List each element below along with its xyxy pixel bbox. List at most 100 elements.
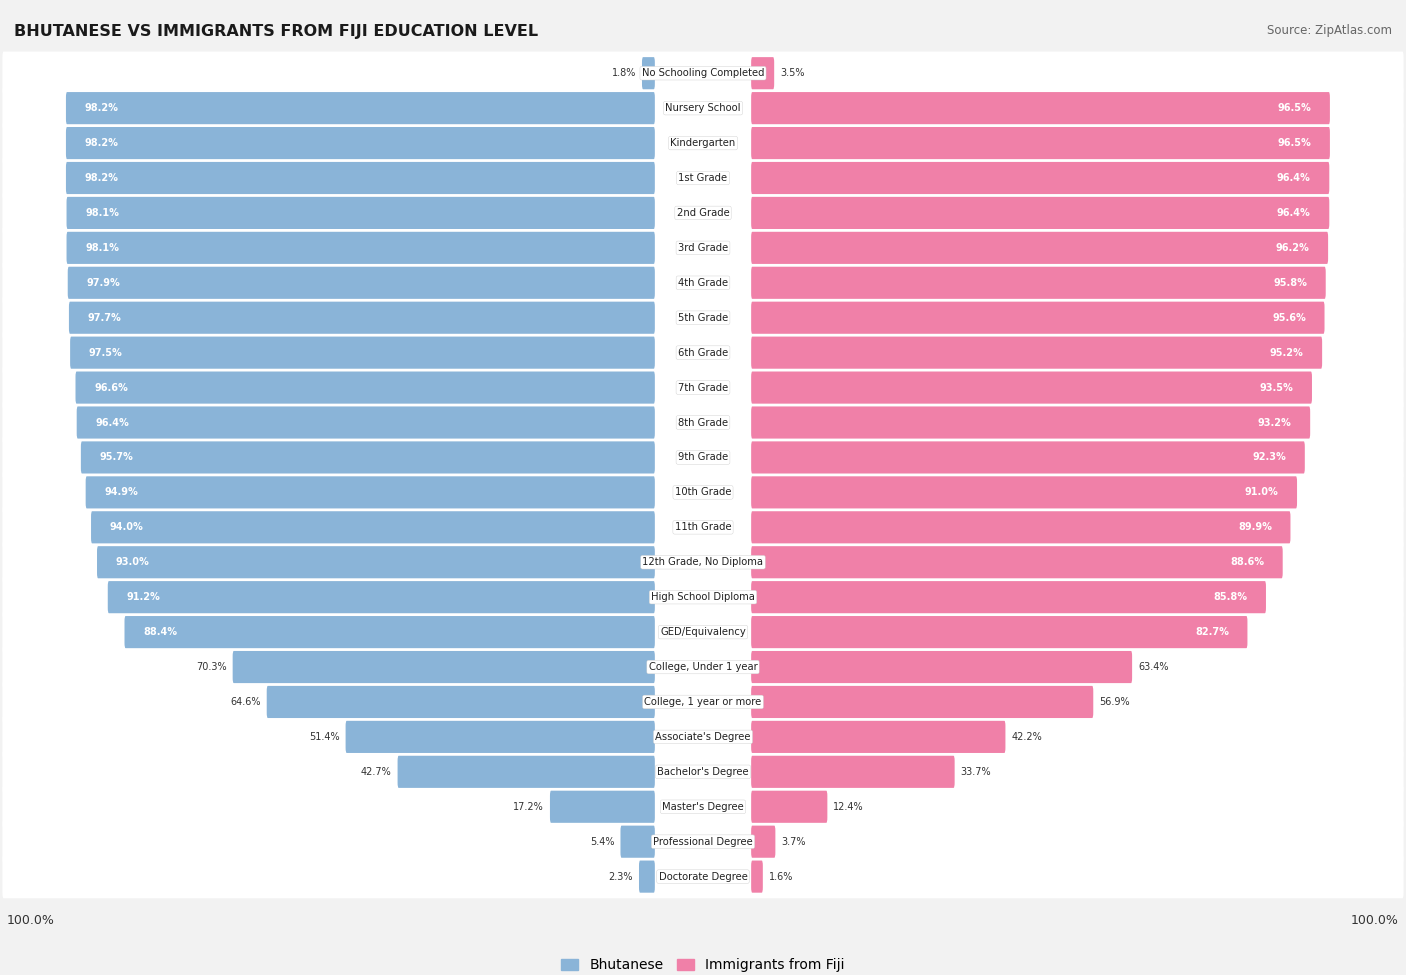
FancyBboxPatch shape — [66, 162, 655, 194]
Text: 1st Grade: 1st Grade — [679, 173, 727, 183]
FancyBboxPatch shape — [3, 191, 1403, 235]
Text: Master's Degree: Master's Degree — [662, 801, 744, 812]
FancyBboxPatch shape — [751, 791, 827, 823]
FancyBboxPatch shape — [3, 331, 1403, 374]
Text: 100.0%: 100.0% — [7, 914, 55, 927]
Text: 94.9%: 94.9% — [104, 488, 138, 497]
FancyBboxPatch shape — [620, 826, 655, 858]
Text: 5th Grade: 5th Grade — [678, 313, 728, 323]
FancyBboxPatch shape — [751, 756, 955, 788]
FancyBboxPatch shape — [66, 197, 655, 229]
FancyBboxPatch shape — [3, 610, 1403, 654]
Text: 98.2%: 98.2% — [84, 103, 118, 113]
Text: Doctorate Degree: Doctorate Degree — [658, 872, 748, 881]
Text: 96.4%: 96.4% — [1277, 173, 1310, 183]
FancyBboxPatch shape — [66, 232, 655, 264]
FancyBboxPatch shape — [97, 546, 655, 578]
Text: 100.0%: 100.0% — [1351, 914, 1399, 927]
Text: Nursery School: Nursery School — [665, 103, 741, 113]
Text: 1.8%: 1.8% — [612, 68, 636, 78]
FancyBboxPatch shape — [3, 575, 1403, 619]
FancyBboxPatch shape — [751, 301, 1324, 333]
FancyBboxPatch shape — [3, 401, 1403, 445]
FancyBboxPatch shape — [751, 232, 1329, 264]
FancyBboxPatch shape — [751, 407, 1310, 439]
FancyBboxPatch shape — [751, 442, 1305, 474]
FancyBboxPatch shape — [232, 651, 655, 683]
FancyBboxPatch shape — [550, 791, 655, 823]
Text: 8th Grade: 8th Grade — [678, 417, 728, 427]
Text: 93.2%: 93.2% — [1258, 417, 1292, 427]
FancyBboxPatch shape — [69, 301, 655, 333]
Text: High School Diploma: High School Diploma — [651, 592, 755, 603]
FancyBboxPatch shape — [3, 436, 1403, 479]
Text: College, 1 year or more: College, 1 year or more — [644, 697, 762, 707]
Text: 4th Grade: 4th Grade — [678, 278, 728, 288]
FancyBboxPatch shape — [3, 261, 1403, 304]
Text: 42.7%: 42.7% — [361, 766, 392, 777]
FancyBboxPatch shape — [3, 855, 1403, 898]
Text: 70.3%: 70.3% — [195, 662, 226, 672]
FancyBboxPatch shape — [3, 471, 1403, 514]
Text: 3rd Grade: 3rd Grade — [678, 243, 728, 253]
Text: 7th Grade: 7th Grade — [678, 382, 728, 393]
Text: 17.2%: 17.2% — [513, 801, 544, 812]
Text: 88.6%: 88.6% — [1230, 558, 1264, 567]
Text: 85.8%: 85.8% — [1213, 592, 1247, 603]
Text: 96.2%: 96.2% — [1275, 243, 1309, 253]
Text: 89.9%: 89.9% — [1237, 523, 1272, 532]
Text: Kindergarten: Kindergarten — [671, 138, 735, 148]
Text: 95.8%: 95.8% — [1274, 278, 1308, 288]
FancyBboxPatch shape — [638, 861, 655, 893]
FancyBboxPatch shape — [3, 296, 1403, 339]
Text: No Schooling Completed: No Schooling Completed — [641, 68, 765, 78]
Text: 98.2%: 98.2% — [84, 173, 118, 183]
FancyBboxPatch shape — [751, 477, 1296, 508]
FancyBboxPatch shape — [66, 92, 655, 124]
Text: College, Under 1 year: College, Under 1 year — [648, 662, 758, 672]
FancyBboxPatch shape — [751, 861, 763, 893]
Text: 42.2%: 42.2% — [1011, 732, 1042, 742]
FancyBboxPatch shape — [751, 581, 1265, 613]
Text: Associate's Degree: Associate's Degree — [655, 732, 751, 742]
Text: Bachelor's Degree: Bachelor's Degree — [657, 766, 749, 777]
FancyBboxPatch shape — [108, 581, 655, 613]
Text: 56.9%: 56.9% — [1099, 697, 1130, 707]
Text: 12.4%: 12.4% — [834, 801, 863, 812]
Text: 64.6%: 64.6% — [231, 697, 260, 707]
Text: 97.9%: 97.9% — [86, 278, 120, 288]
Text: 1.6%: 1.6% — [769, 872, 793, 881]
Text: 95.2%: 95.2% — [1270, 348, 1303, 358]
Text: 98.1%: 98.1% — [86, 243, 120, 253]
FancyBboxPatch shape — [346, 721, 655, 753]
Text: 3.5%: 3.5% — [780, 68, 804, 78]
Text: Source: ZipAtlas.com: Source: ZipAtlas.com — [1267, 24, 1392, 37]
FancyBboxPatch shape — [751, 685, 1094, 718]
Text: GED/Equivalency: GED/Equivalency — [661, 627, 745, 637]
Text: 5.4%: 5.4% — [591, 837, 614, 846]
FancyBboxPatch shape — [751, 546, 1282, 578]
FancyBboxPatch shape — [3, 506, 1403, 549]
FancyBboxPatch shape — [398, 756, 655, 788]
Text: BHUTANESE VS IMMIGRANTS FROM FIJI EDUCATION LEVEL: BHUTANESE VS IMMIGRANTS FROM FIJI EDUCAT… — [14, 24, 538, 39]
FancyBboxPatch shape — [70, 336, 655, 369]
Text: 82.7%: 82.7% — [1195, 627, 1229, 637]
Text: 95.6%: 95.6% — [1272, 313, 1306, 323]
Text: 98.2%: 98.2% — [84, 138, 118, 148]
Text: 88.4%: 88.4% — [143, 627, 177, 637]
FancyBboxPatch shape — [751, 616, 1247, 648]
FancyBboxPatch shape — [3, 645, 1403, 688]
Text: 95.7%: 95.7% — [100, 452, 134, 462]
Text: 9th Grade: 9th Grade — [678, 452, 728, 462]
Text: 96.4%: 96.4% — [1277, 208, 1310, 218]
Text: 93.5%: 93.5% — [1260, 382, 1294, 393]
FancyBboxPatch shape — [67, 267, 655, 299]
FancyBboxPatch shape — [91, 511, 655, 543]
Text: 98.1%: 98.1% — [86, 208, 120, 218]
Text: 93.0%: 93.0% — [115, 558, 149, 567]
Text: 3.7%: 3.7% — [782, 837, 806, 846]
FancyBboxPatch shape — [3, 540, 1403, 584]
Legend: Bhutanese, Immigrants from Fiji: Bhutanese, Immigrants from Fiji — [555, 953, 851, 975]
FancyBboxPatch shape — [76, 371, 655, 404]
FancyBboxPatch shape — [751, 92, 1330, 124]
